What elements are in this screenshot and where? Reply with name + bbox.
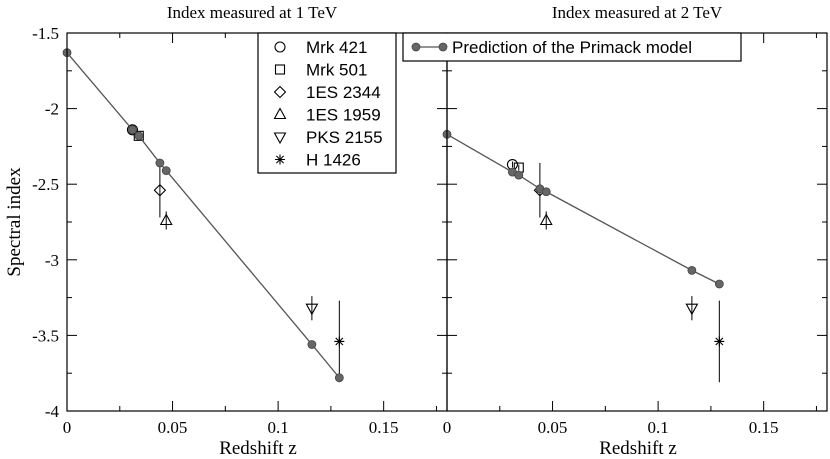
right-series-1es-1959 xyxy=(539,211,553,230)
y-axis-label: Spectral index xyxy=(4,167,25,277)
legend-marker-1es-2344 xyxy=(273,85,287,99)
legend-label-1es-1959: 1ES 1959 xyxy=(306,106,381,125)
right-x-tick-label-3: 0.15 xyxy=(749,418,779,437)
left-panel-title: Index measured at 1 TeV xyxy=(167,3,338,22)
legend-model-box xyxy=(402,32,742,62)
legend-label-1es-2344: 1ES 2344 xyxy=(306,83,381,102)
right-point-pks-2155 xyxy=(685,303,699,316)
right-panel-frame xyxy=(446,32,828,412)
right-series-pks-2155 xyxy=(685,296,699,321)
legend-marker-mrk-421 xyxy=(274,41,286,53)
right-x-tick-label-2: 0.1 xyxy=(647,418,668,437)
legend-markers: Mrk 421 Mrk 501 1ES 2344 1ES 1959 PKS 2155 H … xyxy=(257,32,397,174)
legend-label-pks-2155: PKS 2155 xyxy=(306,128,383,147)
left-point-1es-1959 xyxy=(159,213,173,226)
left-series-1es-2344 xyxy=(153,163,167,218)
left-model-point xyxy=(334,373,344,383)
left-point-1es-2344 xyxy=(153,183,167,197)
left-x-tick-label-1: 0.05 xyxy=(158,418,188,437)
left-x-axis-label: Redshift z xyxy=(219,438,297,459)
legend-model-dot-right xyxy=(438,42,448,52)
left-model-point xyxy=(128,125,137,135)
left-model-point xyxy=(134,131,144,141)
left-y-tick-label-3: -3 xyxy=(45,251,59,270)
right-x-axis-label: Redshift z xyxy=(599,438,677,459)
right-model-point xyxy=(687,265,697,275)
legend-label-mrk-421: Mrk 421 xyxy=(306,38,367,57)
left-x-tick-label-3: 0.15 xyxy=(369,418,399,437)
right-x-tick-label-1: 0.05 xyxy=(538,418,568,437)
legend-marker-h-1426 xyxy=(275,154,285,165)
right-point-h-1426 xyxy=(714,336,725,347)
left-x-tick-label-0: 0 xyxy=(63,418,72,437)
left-point-pks-2155 xyxy=(305,303,319,316)
right-model-point xyxy=(541,187,551,197)
right-model-point xyxy=(514,170,524,180)
right-panel-title: Index measured at 2 TeV xyxy=(552,3,723,22)
left-series-pks-2155 xyxy=(305,296,319,321)
left-y-tick-label-4: -3.5 xyxy=(32,326,59,345)
left-y-tick-label-5: -4 xyxy=(45,402,60,421)
left-y-tick-label-0: -1.5 xyxy=(32,24,59,43)
right-series-h-1426 xyxy=(714,300,725,383)
legend-marker-pks-2155 xyxy=(273,132,287,145)
left-y-tick-label-2: -2.5 xyxy=(32,175,59,194)
legend-model: Prediction of the Primack model xyxy=(402,32,742,62)
left-point-h-1426 xyxy=(334,336,345,347)
left-point-mrk-421 xyxy=(126,124,138,136)
legend-label-h-1426: H 1426 xyxy=(306,151,361,170)
right-model-point xyxy=(714,279,724,289)
left-point-mrk-501 xyxy=(133,130,144,141)
left-y-tick-label-1: -2 xyxy=(45,100,59,119)
left-series-1es-1959 xyxy=(159,211,173,230)
left-series-h-1426 xyxy=(334,300,345,383)
right-panel: 0 0.05 0.1 0.15 xyxy=(442,32,827,437)
legend-marker-mrk-501 xyxy=(274,64,286,75)
legend-label-mrk-501: Mrk 501 xyxy=(306,61,367,80)
right-x-tick-label-0: 0 xyxy=(443,418,452,437)
legend-markers-box xyxy=(257,32,397,174)
left-model-point xyxy=(161,166,171,175)
left-model-point xyxy=(307,340,317,349)
legend-marker-1es-1959 xyxy=(273,107,287,120)
right-series-prediction-of-the-primack-model xyxy=(442,129,724,289)
legend-label-model: Prediction of the Primack model xyxy=(452,38,692,57)
right-point-1es-1959 xyxy=(539,213,553,226)
right-model-line xyxy=(446,133,720,285)
left-x-tick-label-2: 0.1 xyxy=(267,418,288,437)
legend-model-dot-left xyxy=(411,42,421,52)
left-model-point xyxy=(155,158,165,168)
